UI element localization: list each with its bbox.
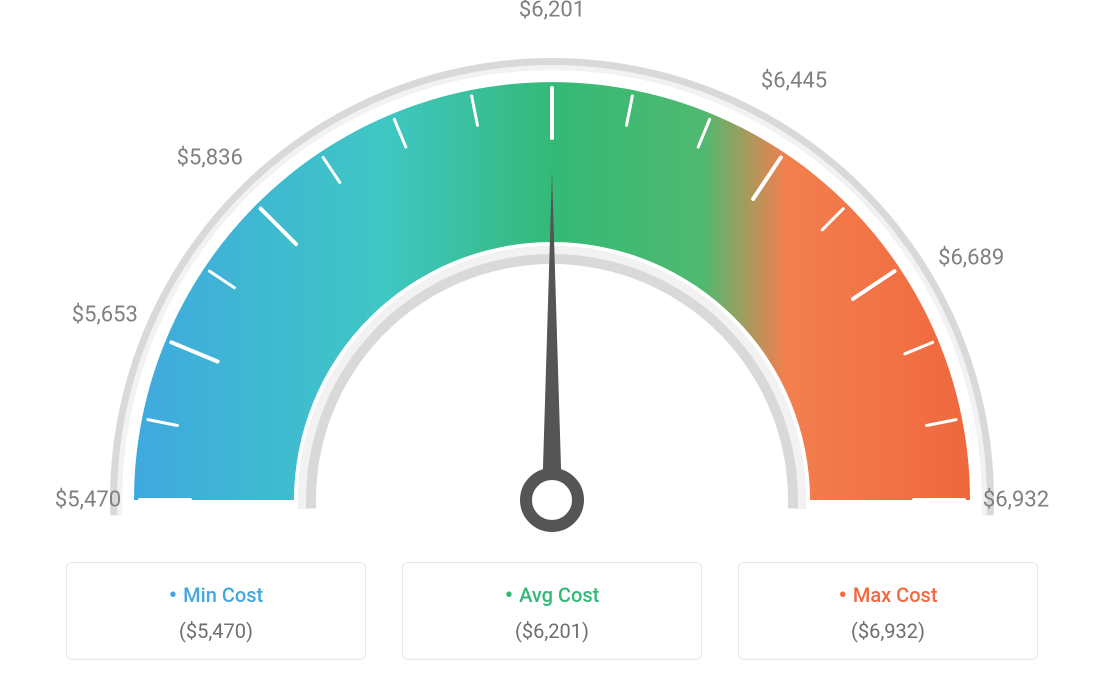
legend-card-avg: Avg Cost ($6,201) [402,562,702,660]
legend-row: Min Cost ($5,470) Avg Cost ($6,201) Max … [0,562,1104,660]
legend-avg-label: Avg Cost [413,581,691,609]
gauge-tick-label: $6,689 [938,246,1004,271]
gauge-chart: $5,470 $5,653 $5,836 $6,201 $6,445 $6,689 $6,9… [0,0,1104,540]
legend-min-label: Min Cost [77,581,355,609]
gauge-tick-label: $6,932 [983,488,1049,513]
legend-max-value: ($6,932) [749,619,1027,643]
legend-card-min: Min Cost ($5,470) [66,562,366,660]
gauge-tick-label: $5,836 [177,145,243,170]
gauge-tick-label: $5,653 [72,302,138,327]
legend-avg-value: ($6,201) [413,619,691,643]
legend-card-max: Max Cost ($6,932) [738,562,1038,660]
gauge-tick-label: $5,470 [55,488,121,513]
gauge-tick-label: $6,201 [519,0,585,23]
legend-max-label: Max Cost [749,581,1027,609]
legend-min-value: ($5,470) [77,619,355,643]
gauge-tick-label: $6,445 [761,68,827,93]
cost-gauge-container: $5,470 $5,653 $5,836 $6,201 $6,445 $6,689 $6,9… [0,0,1104,690]
